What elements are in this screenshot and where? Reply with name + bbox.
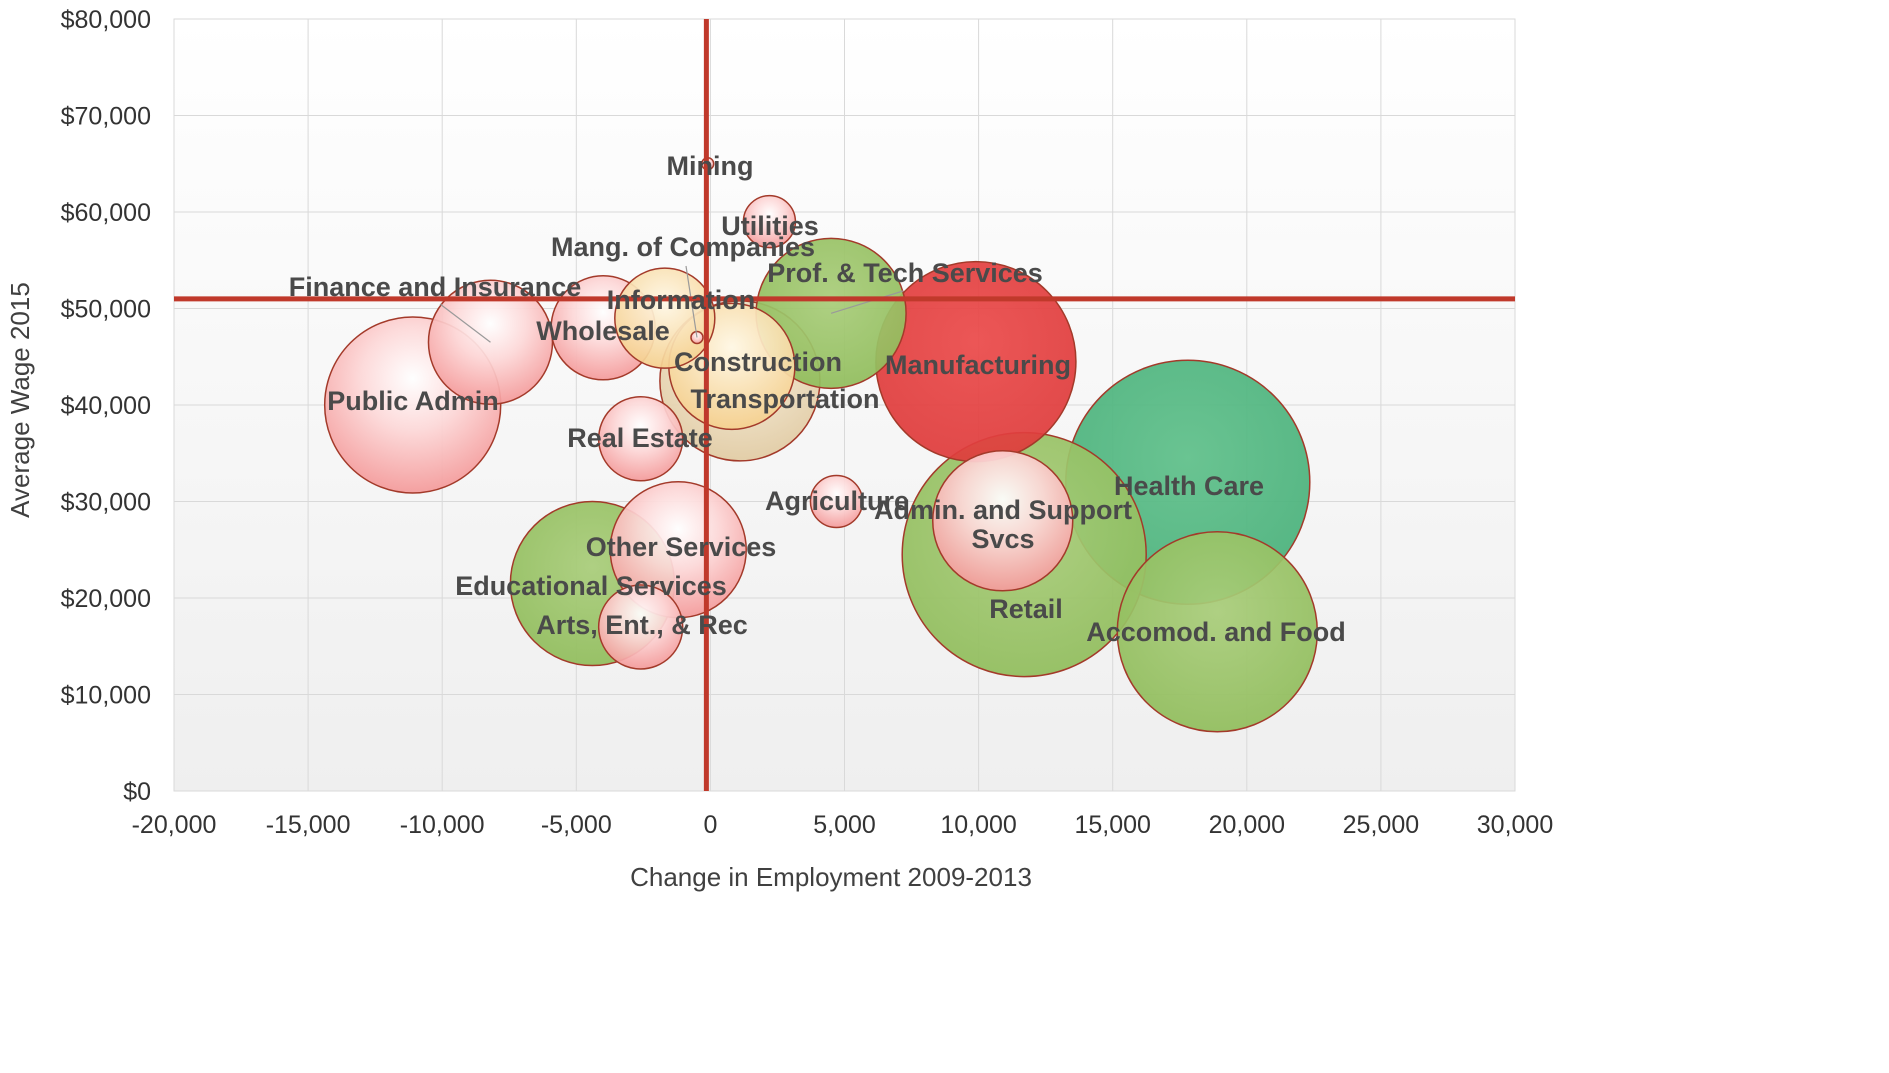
- reference-lines: [174, 19, 1515, 791]
- leader-line: [685, 265, 698, 338]
- label-health-care: Health Care: [1114, 471, 1264, 501]
- x-tick-label: -20,000: [132, 811, 217, 839]
- label-transportation: Transportation: [690, 384, 879, 414]
- y-axis-title: Average Wage 2015: [5, 282, 35, 518]
- label-public-admin: Public Admin: [327, 386, 499, 416]
- bubble-utilities: [742, 194, 797, 249]
- x-tick-label: 25,000: [1343, 811, 1419, 839]
- x-tick-label: 0: [703, 811, 717, 839]
- label-admin-and-support-svcs-line2: Svcs: [971, 524, 1034, 554]
- x-tick-label: -10,000: [400, 811, 485, 839]
- y-tick-label: $10,000: [61, 682, 151, 710]
- tick-labels: -20,000 -15,000 -10,000 -5,000 0 5,000 10,000 1…: [61, 6, 1554, 839]
- bubble-agriculture: [809, 474, 864, 529]
- x-axis-title: Change in Employment 2009-2013: [630, 862, 1032, 892]
- label-finance-and-insurance: Finance and Insurance: [289, 272, 582, 302]
- bubbles: [323, 157, 1319, 733]
- y-tick-label: $40,000: [61, 392, 151, 420]
- label-information: Information: [607, 285, 756, 315]
- x-tick-label: 15,000: [1074, 811, 1150, 839]
- label-manufacturing: Manufacturing: [885, 350, 1071, 380]
- label-mang-of-companies: Mang. of Companies: [551, 232, 815, 262]
- label-educational-services: Educational Services: [455, 571, 727, 601]
- label-retail: Retail: [989, 594, 1063, 624]
- leader-line: [439, 303, 491, 343]
- label-other-services: Other Services: [586, 532, 777, 562]
- bubble-arts-ent-rec: [597, 584, 684, 670]
- y-tick-label: $80,000: [61, 6, 151, 34]
- leader-lines: [439, 265, 904, 343]
- y-tick-label: $70,000: [61, 103, 151, 131]
- label-utilities: Utilities: [721, 211, 819, 241]
- bubble-labels: Public Admin Finance and Insurance Wholesa…: [289, 151, 1346, 647]
- label-agriculture: Agriculture: [765, 486, 909, 516]
- label-wholesale: Wholesale: [536, 316, 670, 346]
- label-prof-tech-services: Prof. & Tech Services: [767, 258, 1043, 288]
- y-tick-label: $60,000: [61, 199, 151, 227]
- y-tick-label: $30,000: [61, 489, 151, 517]
- x-tick-label: 10,000: [940, 811, 1016, 839]
- x-tick-label: 5,000: [813, 811, 876, 839]
- label-accomod-and-food: Accomod. and Food: [1086, 617, 1346, 647]
- y-tick-label: $50,000: [61, 296, 151, 324]
- label-arts-ent-rec: Arts, Ent., & Rec: [536, 610, 748, 640]
- y-tick-label: $20,000: [61, 585, 151, 613]
- x-tick-label: -15,000: [266, 811, 351, 839]
- bubble-real-estate: [597, 396, 684, 482]
- x-tick-label: -5,000: [541, 811, 612, 839]
- label-construction: Construction: [674, 347, 842, 377]
- label-mining: Mining: [667, 151, 754, 181]
- leader-line: [830, 290, 904, 314]
- y-tick-label: $0: [123, 778, 151, 806]
- bubble-accomod-and-food: [1116, 531, 1319, 733]
- x-tick-label: 30,000: [1477, 811, 1553, 839]
- label-admin-and-support-svcs-line1: Admin. and Support: [874, 495, 1132, 525]
- label-real-estate: Real Estate: [567, 423, 713, 453]
- x-tick-label: 20,000: [1209, 811, 1285, 839]
- bubble-admin-and-support-svcs: [931, 450, 1074, 592]
